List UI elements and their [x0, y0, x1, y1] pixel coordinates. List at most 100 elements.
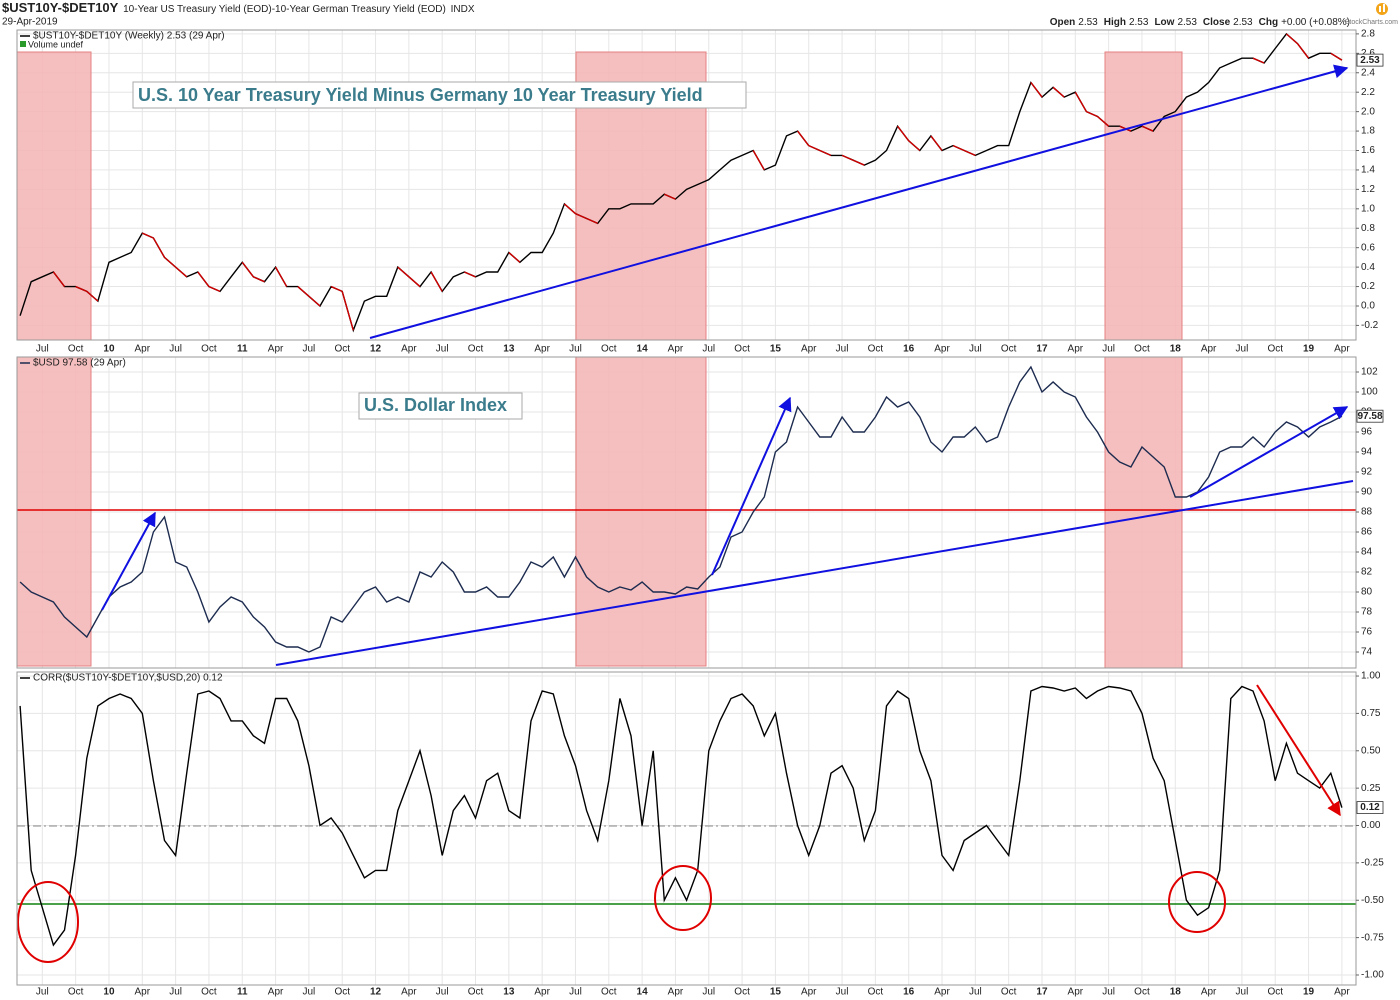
x-tick-label: Apr	[1068, 344, 1084, 355]
y-tick-label: 90	[1361, 487, 1373, 498]
x-tick-label: 18	[1170, 344, 1182, 355]
down-segment	[430, 271, 443, 292]
legend-label: $USD 97.58 (29 Apr)	[33, 358, 126, 369]
x-tick-label: Oct	[601, 987, 617, 998]
down-segment	[897, 125, 910, 142]
y-tick-label: 0.25	[1361, 783, 1381, 794]
x-tick-label: 12	[370, 987, 382, 998]
last-value-box	[1356, 409, 1384, 423]
down-segment	[586, 217, 598, 225]
down-segment	[797, 130, 810, 147]
y-tick-label: 1.8	[1361, 126, 1375, 137]
down-segment	[397, 266, 410, 278]
y-tick-label: 102	[1361, 367, 1378, 378]
symbol: $UST10Y-$DET10Y	[2, 0, 119, 15]
last-value-label: 97.58	[1357, 411, 1382, 422]
quote-label: Low	[1154, 17, 1174, 28]
series-line	[19, 685, 1343, 947]
x-tick-label: Jul	[36, 987, 49, 998]
y-tick-label: 2.4	[1361, 67, 1375, 78]
x-tick-label: Apr	[268, 344, 284, 355]
x-tick-label: 16	[903, 987, 915, 998]
y-tick-label: 0.0	[1361, 301, 1375, 312]
date: 29-Apr-2019	[2, 17, 58, 28]
y-tick-label: 96	[1361, 427, 1373, 438]
x-tick-label: 10	[103, 987, 115, 998]
x-tick-label: 15	[770, 344, 782, 355]
header-line: $UST10Y-$DET10Y 10-Year US Treasury Yiel…	[2, 0, 475, 15]
x-tick-label: Jul	[303, 987, 316, 998]
x-tick-label: Oct	[334, 344, 350, 355]
x-tick-label: Jul	[569, 344, 582, 355]
x-tick-label: 19	[1303, 987, 1315, 998]
y-tick-label: 0.00	[1361, 820, 1381, 831]
down-segment	[52, 271, 66, 287]
x-tick-label: 14	[637, 987, 649, 998]
y-tick-label: -0.25	[1361, 858, 1384, 869]
y-tick-label: 2.0	[1361, 106, 1375, 117]
exchange: INDX	[451, 4, 475, 15]
y-tick-label: 100	[1361, 387, 1378, 398]
down-segment	[241, 261, 254, 278]
y-tick-label: -0.2	[1361, 320, 1379, 331]
x-tick-label: Apr	[135, 987, 151, 998]
y-tick-label: 1.6	[1361, 145, 1375, 156]
x-tick-label: Jul	[1236, 987, 1249, 998]
down-segment	[297, 286, 310, 297]
down-segment	[1086, 110, 1098, 118]
last-value-box	[1356, 53, 1384, 67]
x-tick-label: Oct	[1267, 987, 1283, 998]
quote-label: Open	[1050, 17, 1076, 28]
x-tick-label: Oct	[734, 344, 750, 355]
x-tick-label: Apr	[668, 987, 684, 998]
down-segment	[408, 276, 421, 288]
down-segment	[152, 237, 166, 258]
x-tick-label: Apr	[801, 987, 817, 998]
y-tick-label: 82	[1361, 567, 1373, 578]
last-value-tag: 97.58	[1356, 409, 1384, 423]
x-tick-label: Apr	[534, 344, 550, 355]
x-tick-label: 13	[503, 987, 515, 998]
x-tick-label: Jul	[169, 987, 182, 998]
legend-label: CORR($UST10Y-$DET10Y,$USD,20) 0.12	[33, 673, 223, 684]
x-tick-label: Oct	[734, 987, 750, 998]
y-tick-label: 84	[1361, 547, 1373, 558]
series-line	[19, 365, 1343, 653]
x-tick-label: Apr	[1068, 987, 1084, 998]
x-tick-label: 17	[1036, 987, 1048, 998]
x-tick-label: Jul	[702, 344, 715, 355]
x-tick-label: Jul	[836, 344, 849, 355]
x-tick-label: Jul	[969, 344, 982, 355]
brand-logo: StockCharts.com	[1345, 3, 1398, 26]
down-segment	[142, 232, 154, 239]
x-tick-label: 19	[1303, 344, 1315, 355]
quote-label: Chg	[1259, 17, 1278, 28]
annotations	[17, 64, 1354, 963]
down-segment	[330, 285, 343, 293]
y-tick-label: 0.75	[1361, 708, 1381, 719]
down-segment	[752, 150, 765, 171]
x-tick-label: Apr	[1201, 344, 1217, 355]
down-segment	[1052, 86, 1065, 98]
y-tick-label: 88	[1361, 507, 1373, 518]
last-value-tag: 2.53	[1356, 53, 1384, 67]
down-segment	[575, 213, 587, 220]
x-tick-label: Oct	[868, 987, 884, 998]
x-tick-label: Apr	[1334, 344, 1350, 355]
down-segment	[197, 271, 210, 287]
down-segment	[852, 159, 865, 166]
shaded-periods	[16, 51, 1183, 669]
annotation: U.S. 10 Year Treasury Yield Minus German…	[138, 85, 703, 105]
y-tick-label: 0.50	[1361, 745, 1381, 756]
quote-value: 2.53	[1078, 17, 1098, 28]
x-tick-label: Jul	[303, 344, 316, 355]
x-tick-label: 12	[370, 344, 382, 355]
description: 10-Year US Treasury Yield (EOD)-10-Year …	[123, 4, 446, 15]
y-tick-label: 0.2	[1361, 281, 1375, 292]
down-segment	[819, 149, 832, 157]
x-tick-label: Oct	[468, 987, 484, 998]
x-tick-label: Oct	[334, 987, 350, 998]
x-tick-label: Jul	[169, 344, 182, 355]
